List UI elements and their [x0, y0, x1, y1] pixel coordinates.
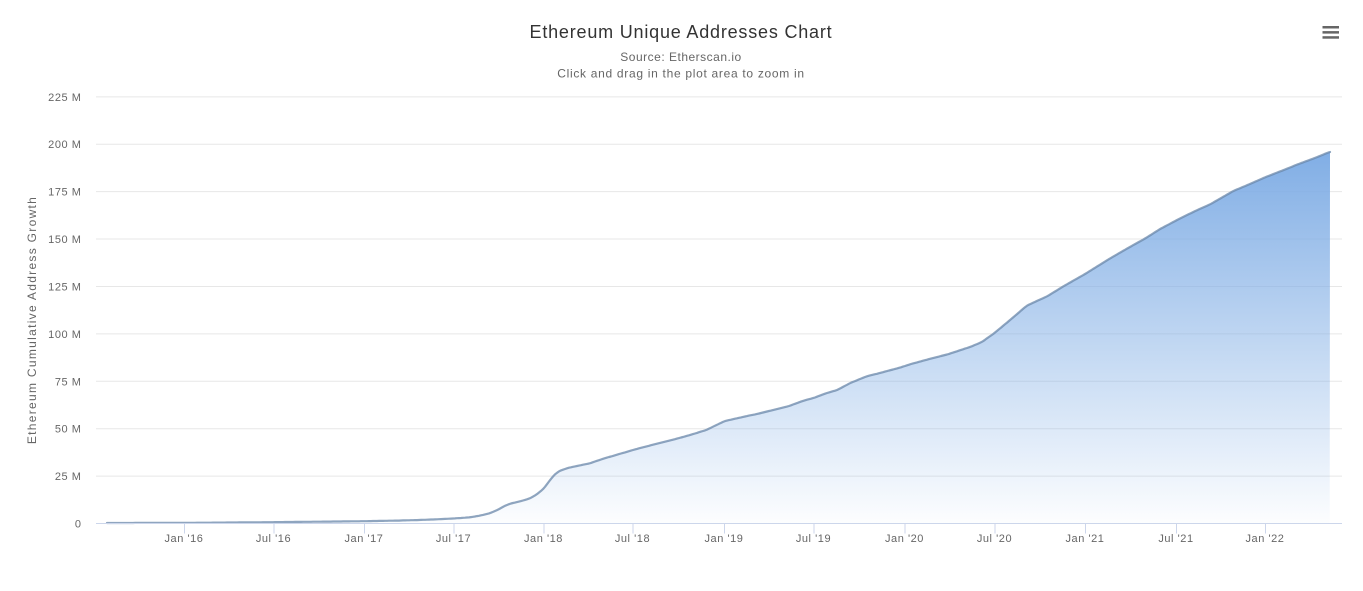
svg-text:Jan '16: Jan '16: [165, 533, 204, 545]
svg-text:75 M: 75 M: [55, 376, 82, 388]
svg-text:Ethereum Cumulative Address Gr: Ethereum Cumulative Address Growth: [25, 196, 39, 444]
svg-text:Jan '22: Jan '22: [1246, 533, 1285, 545]
svg-text:Source: Etherscan.io: Source: Etherscan.io: [620, 50, 741, 64]
svg-text:Jan '21: Jan '21: [1066, 533, 1105, 545]
svg-text:Jul '21: Jul '21: [1158, 533, 1193, 545]
svg-text:25 M: 25 M: [55, 471, 82, 483]
svg-text:225 M: 225 M: [48, 92, 81, 104]
svg-text:Click and drag in the plot are: Click and drag in the plot area to zoom …: [557, 67, 805, 81]
svg-text:150 M: 150 M: [48, 234, 81, 246]
svg-text:Ethereum Unique Addresses Char: Ethereum Unique Addresses Chart: [530, 22, 833, 42]
svg-text:50 M: 50 M: [55, 424, 82, 436]
svg-text:125 M: 125 M: [48, 282, 81, 294]
svg-text:Jul '17: Jul '17: [436, 533, 471, 545]
svg-text:Jan '17: Jan '17: [345, 533, 384, 545]
svg-text:Jan '20: Jan '20: [885, 533, 924, 545]
svg-text:Jul '20: Jul '20: [977, 533, 1012, 545]
svg-text:Jul '18: Jul '18: [615, 533, 650, 545]
svg-text:0: 0: [75, 519, 82, 531]
svg-text:175 M: 175 M: [48, 187, 81, 199]
svg-text:Jul '16: Jul '16: [256, 533, 291, 545]
svg-text:Jan '18: Jan '18: [524, 533, 563, 545]
svg-text:Jul '19: Jul '19: [796, 533, 831, 545]
svg-text:100 M: 100 M: [48, 329, 81, 341]
svg-text:200 M: 200 M: [48, 139, 81, 151]
svg-text:Jan '19: Jan '19: [705, 533, 744, 545]
